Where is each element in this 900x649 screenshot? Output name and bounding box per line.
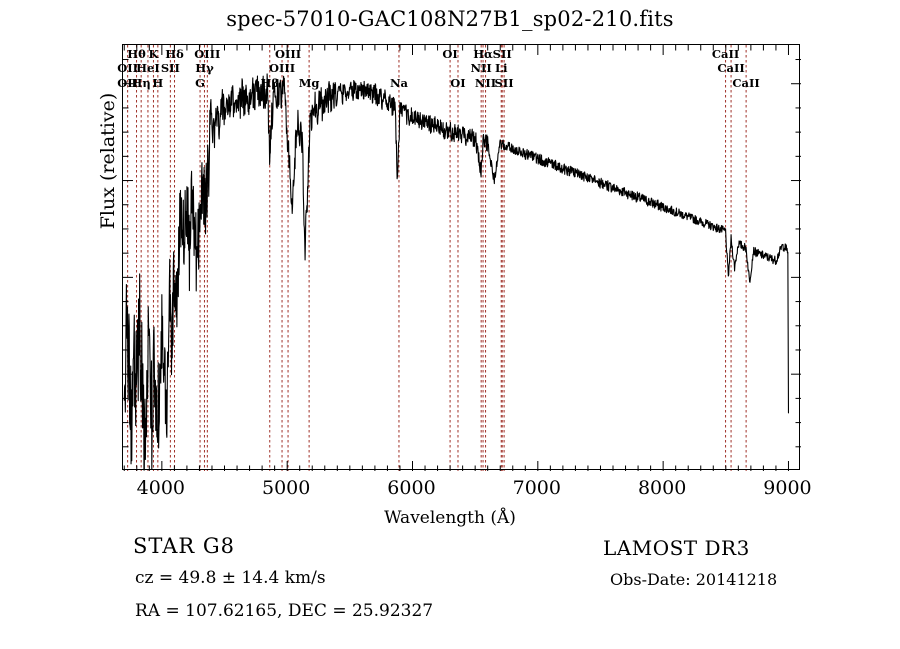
- spectral-line-label: Hα: [473, 47, 493, 61]
- spectrum-trace: [123, 73, 790, 471]
- spectral-line-label: NII: [470, 61, 492, 75]
- survey-name: LAMOST DR3: [603, 536, 750, 560]
- spectral-line-label: OI: [442, 47, 458, 61]
- x-tick-label: 4000: [136, 477, 186, 499]
- spectral-line-label: K: [148, 47, 159, 61]
- spectral-line-label: CaII: [711, 47, 740, 61]
- spectral-line-label: CaII: [717, 61, 745, 75]
- spectral-line-label: Hβ: [260, 76, 280, 90]
- page-title: spec-57010-GAC108N27B1_sp02-210.fits: [226, 7, 674, 31]
- object-class: STAR G8: [133, 534, 236, 558]
- spectral-line-label: H: [152, 76, 164, 90]
- spectral-line-label: OII: [117, 61, 139, 75]
- spectral-line-label: Hθ: [127, 47, 146, 61]
- spectral-line-label: OII: [117, 76, 139, 90]
- spectral-line-label: Na: [389, 76, 408, 90]
- spectral-line-label: Li: [494, 61, 508, 75]
- spectral-line-label: NII: [474, 76, 497, 90]
- spectral-line-label: Mg: [298, 76, 320, 90]
- spectral-line-label: CaII: [732, 76, 760, 90]
- y-axis-label: Flux (relative): [97, 92, 119, 230]
- x-tick-label: 8000: [637, 477, 687, 499]
- x-tick-label: 9000: [763, 477, 812, 499]
- spectral-line-label: Hγ: [195, 61, 214, 75]
- spectral-line-label: SII: [494, 76, 514, 90]
- redshift-velocity: cz = 49.8 ± 14.4 km/s: [135, 568, 326, 588]
- observation-date: Obs-Date: 20141218: [610, 570, 778, 589]
- spectral-marker-lines: [127, 45, 747, 471]
- x-tick-label: 6000: [387, 477, 436, 499]
- spectral-line-label: Hδ: [165, 47, 184, 61]
- spectral-line-label: OIII: [268, 61, 296, 75]
- spectral-line-label: SII: [160, 61, 180, 75]
- spectral-line-label: OIII: [274, 47, 302, 61]
- spectral-line-label: Hη: [131, 76, 151, 90]
- axis-ticks: [123, 45, 801, 471]
- spectral-line-label: SII: [492, 47, 512, 61]
- x-tick-label: 7000: [512, 477, 561, 499]
- spectral-line-label: OIII: [194, 47, 221, 61]
- x-tick-label: 5000: [261, 477, 311, 499]
- spectrum-svg: [123, 45, 801, 471]
- spectrum-plot: OII OII Hθ Hη HeI K H SII Hδ G Hγ OIII Hβ OIII OIII Mg N…: [117, 44, 801, 471]
- spectral-line-label: G: [195, 76, 205, 90]
- spectral-line-label: HeI: [136, 61, 160, 75]
- x-axis-label: Wavelength (Å): [384, 508, 516, 528]
- coordinates: RA = 107.62165, DEC = 25.92327: [135, 601, 434, 621]
- spectral-line-label: OI: [450, 76, 466, 90]
